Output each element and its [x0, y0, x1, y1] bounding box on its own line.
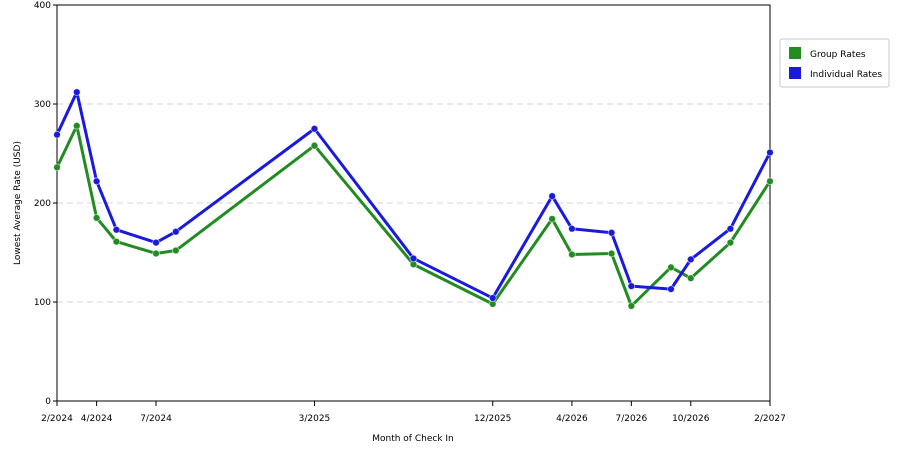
legend-label-group: Group Rates [810, 50, 866, 60]
data-point [73, 121, 81, 130]
data-point [152, 249, 160, 258]
data-point [310, 124, 319, 133]
x-tick-label: 10/2026 [672, 414, 710, 424]
data-point [766, 148, 774, 157]
data-point [726, 238, 735, 247]
y-tick-label: 100 [34, 298, 51, 308]
data-point [409, 254, 418, 263]
x-tick-label: 3/2025 [299, 414, 331, 424]
x-axis-ticks: 2/2024 4/2024 7/2024 3/2025 12/2025 4/2026 7/2… [41, 401, 786, 424]
data-point [73, 88, 81, 96]
y-axis-ticks: 0 100 200 300 400 [34, 1, 57, 407]
data-point [766, 177, 774, 186]
y-tick-label: 300 [34, 100, 51, 110]
legend-swatch-individual [789, 67, 801, 79]
x-axis-title: Month of Check In [372, 434, 454, 444]
x-tick-label: 2/2024 [41, 414, 73, 424]
series-line-group [55, 124, 772, 308]
data-point [310, 141, 319, 150]
y-axis-title: Lowest Average Rate (USD) [13, 141, 23, 265]
x-tick-label: 7/2024 [140, 414, 172, 424]
legend: Group Rates Individual Rates [779, 38, 890, 88]
grid-lines [57, 103, 770, 303]
data-point [607, 249, 616, 258]
x-tick-label: 7/2026 [616, 414, 648, 424]
data-point [92, 214, 101, 222]
data-point [568, 250, 576, 259]
data-point [488, 294, 497, 302]
data-point [607, 228, 616, 237]
series-lines [53, 88, 774, 310]
data-point [627, 282, 636, 290]
plot-area-frame [56, 4, 771, 402]
data-point [568, 224, 576, 233]
data-point [53, 163, 61, 172]
x-tick-label: 2/2027 [754, 414, 786, 424]
data-point [112, 225, 121, 234]
x-tick-label: 4/2024 [81, 414, 113, 424]
y-tick-label: 400 [34, 1, 51, 11]
data-point [667, 285, 675, 293]
data-point [686, 274, 695, 283]
data-point [667, 263, 675, 272]
data-point [112, 237, 121, 246]
x-tick-label: 4/2026 [556, 414, 588, 424]
data-point [726, 224, 735, 233]
legend-label-individual: Individual Rates [810, 70, 882, 80]
legend-box [779, 38, 890, 88]
data-point [627, 302, 636, 310]
data-point [172, 227, 180, 236]
legend-swatch-group [789, 47, 801, 59]
data-point [686, 255, 695, 264]
data-point [92, 177, 101, 186]
data-point [53, 130, 61, 139]
y-tick-label: 200 [34, 199, 51, 209]
data-point [172, 246, 180, 255]
y-tick-label: 0 [45, 397, 51, 407]
data-point [548, 192, 556, 200]
data-point [152, 238, 160, 247]
data-point [548, 215, 556, 223]
x-tick-label: 12/2025 [474, 414, 511, 424]
